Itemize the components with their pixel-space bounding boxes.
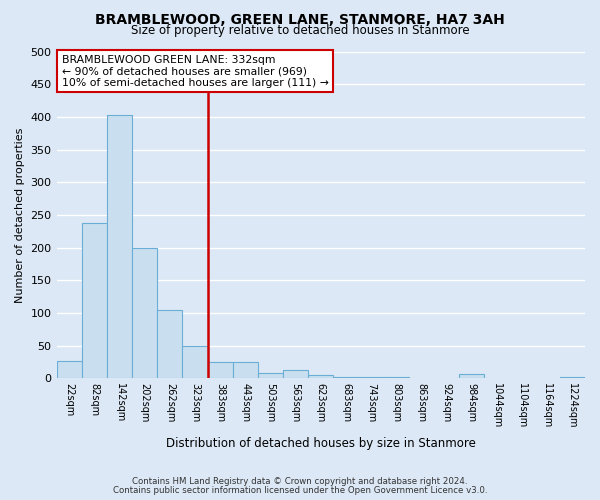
Bar [383,377,409,378]
Text: Contains HM Land Registry data © Crown copyright and database right 2024.: Contains HM Land Registry data © Crown c… [132,477,468,486]
Bar [258,373,283,378]
Bar [283,370,308,378]
Bar [459,374,484,378]
Bar [157,310,182,378]
Text: Contains public sector information licensed under the Open Government Licence v3: Contains public sector information licen… [113,486,487,495]
Bar [560,377,585,378]
Bar [82,222,107,378]
Bar [308,375,334,378]
Bar [208,362,233,378]
Text: BRAMBLEWOOD, GREEN LANE, STANMORE, HA7 3AH: BRAMBLEWOOD, GREEN LANE, STANMORE, HA7 3… [95,12,505,26]
Bar [182,346,208,378]
Bar [359,377,383,378]
Text: Size of property relative to detached houses in Stanmore: Size of property relative to detached ho… [131,24,469,37]
Bar [107,115,132,378]
Text: BRAMBLEWOOD GREEN LANE: 332sqm
← 90% of detached houses are smaller (969)
10% of: BRAMBLEWOOD GREEN LANE: 332sqm ← 90% of … [62,55,329,88]
Bar [233,362,258,378]
Y-axis label: Number of detached properties: Number of detached properties [15,127,25,302]
Bar [56,362,82,378]
X-axis label: Distribution of detached houses by size in Stanmore: Distribution of detached houses by size … [166,437,476,450]
Bar [334,377,359,378]
Bar [132,248,157,378]
